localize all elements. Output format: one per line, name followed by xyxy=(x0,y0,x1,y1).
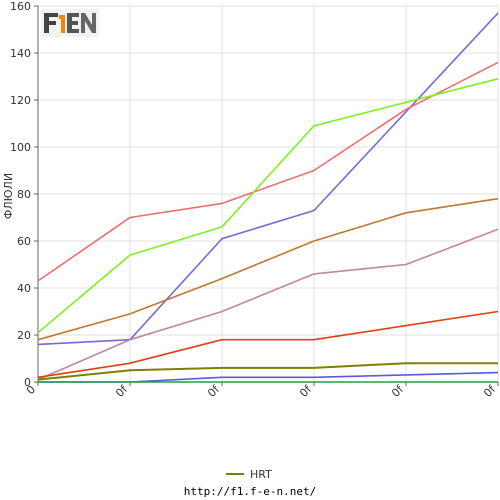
y-tick-label: 20 xyxy=(17,329,31,342)
x-tick-label: 0f xyxy=(297,382,315,400)
series-line-1 xyxy=(37,12,499,346)
series-line-2 xyxy=(37,61,499,282)
y-tick-label: 140 xyxy=(10,47,31,60)
y-tick-label: 0 xyxy=(24,376,31,389)
x-tick-label: 0f xyxy=(113,382,131,400)
series-line-3 xyxy=(37,78,499,334)
chart-grid xyxy=(38,5,499,382)
series-line-5 xyxy=(37,228,499,381)
series-line-7 xyxy=(37,362,498,381)
x-tick-label: 0f xyxy=(389,382,407,400)
series-line-8 xyxy=(38,371,499,383)
x-tick-label: 0f xyxy=(205,382,223,400)
chart-series xyxy=(37,12,499,383)
y-tick-label: 100 xyxy=(10,141,31,154)
y-axis-ticks: 0 20 40 60 80 100 120 140 160 xyxy=(10,0,38,389)
site-logo xyxy=(41,9,99,37)
y-axis-title: ФЛЮЛИ xyxy=(2,173,15,219)
x-tick-label: 0 xyxy=(24,383,38,397)
legend-swatch xyxy=(226,473,244,475)
series-line-6 xyxy=(37,310,499,379)
y-tick-label: 40 xyxy=(17,282,31,295)
legend-label: HRT xyxy=(250,467,272,481)
source-url[interactable]: http://f1.f-e-n.net/ xyxy=(183,485,317,498)
x-tick-label: 0f xyxy=(481,382,499,400)
x-axis-ticks: 0 0f 0f 0f 0f 0f xyxy=(24,382,499,400)
chart-legend: HRT xyxy=(226,467,272,481)
y-tick-label: 120 xyxy=(10,94,31,107)
y-tick-label: 160 xyxy=(10,0,31,13)
series-line-4 xyxy=(37,197,499,341)
y-tick-label: 60 xyxy=(17,235,31,248)
y-tick-label: 80 xyxy=(17,188,31,201)
